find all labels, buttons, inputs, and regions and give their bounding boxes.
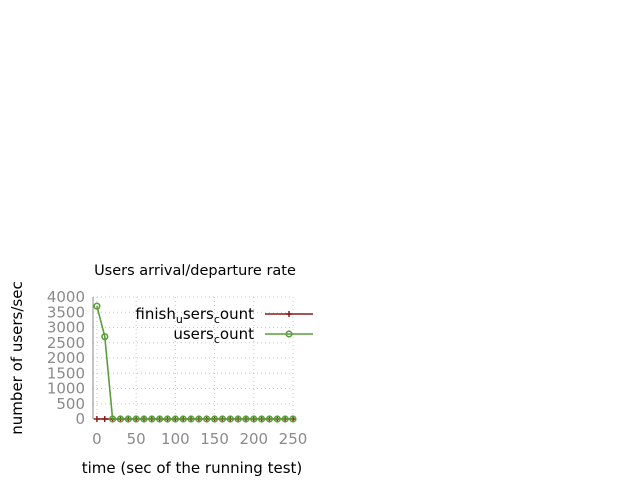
data-point [179,415,187,423]
data-point [140,415,148,423]
series-1 [93,302,297,423]
data-point [210,415,219,423]
data-point [163,415,172,423]
data-point [273,415,281,423]
data-point [265,415,274,423]
grid-layer [93,296,294,419]
data-point [109,415,117,423]
data-point [203,415,211,423]
data-point [148,415,156,423]
data-point [101,333,109,341]
x-tick-label: 50 [127,430,146,448]
data-point [234,415,242,423]
x-tick-label: 100 [161,430,190,448]
data-point [93,416,100,422]
x-tick-label: 250 [279,430,308,448]
data-point [101,416,108,422]
x-tick-label: 0 [92,430,102,448]
data-point [250,415,258,423]
x-tick-label: 200 [239,430,268,448]
data-point [93,302,101,310]
data-point [116,415,125,423]
y-tick-label: 0 [75,410,85,428]
legend-swatch-marker [286,311,292,317]
y-tick-label: 1000 [47,380,85,398]
data-point [124,415,132,423]
legend-label: finishuserscount [135,305,254,326]
x-axis-label: time (sec of the running test) [82,459,303,477]
data-point [281,415,289,423]
y-tick-label: 3000 [47,319,85,337]
y-tick-label: 2000 [47,349,85,367]
data-point [242,415,250,423]
chart-title: Users arrival/departure rate [94,263,296,279]
data-point [132,415,140,423]
legend-entry: finishuserscount [135,305,313,326]
series-layer [93,302,297,423]
data-point [187,415,195,423]
data-point [258,415,266,423]
data-point [218,415,227,423]
y-tick-label: 1500 [47,364,85,382]
series-line [96,305,293,420]
data-point [289,415,297,423]
y-tick-label: 4000 [47,288,85,306]
legend-swatch-marker [285,330,293,338]
data-point [156,415,164,423]
data-point [195,415,203,423]
y-tick-label: 2500 [47,334,85,352]
data-point [226,415,234,423]
legend-entry: userscount [173,325,313,346]
y-axis-label: number of users/sec [8,281,26,434]
y-tick-label: 3500 [47,303,85,321]
x-tick-label: 150 [200,430,229,448]
y-tick-label: 500 [56,395,85,413]
data-point [171,415,179,423]
legend-label: userscount [173,325,254,346]
